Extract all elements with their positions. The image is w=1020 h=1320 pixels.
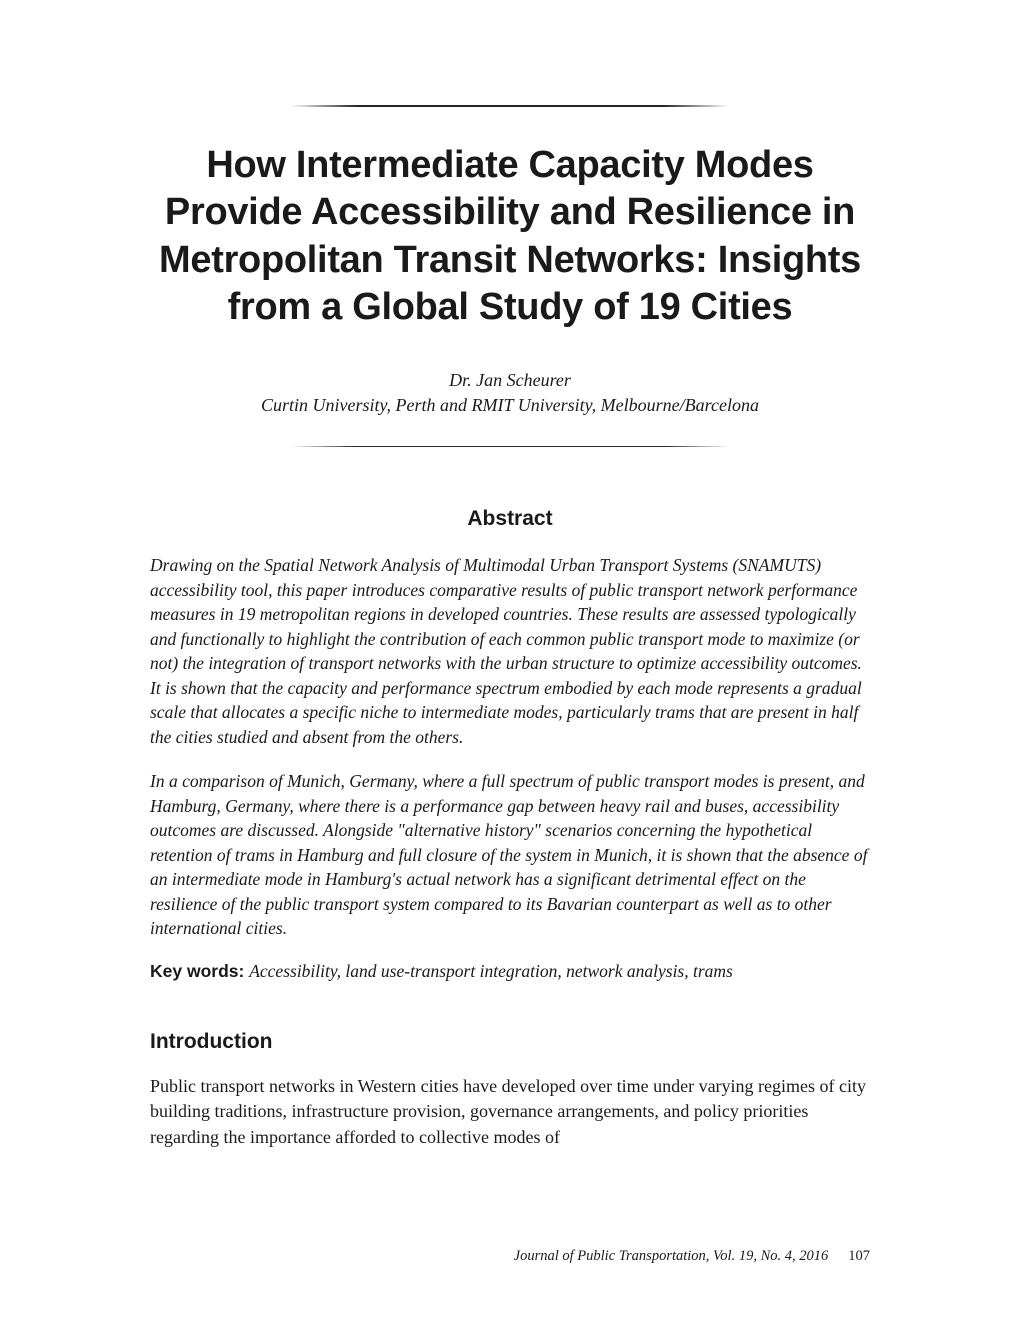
footer-page-number: 107 bbox=[848, 1248, 870, 1264]
introduction-paragraph: Public transport networks in Western cit… bbox=[150, 1074, 870, 1151]
page-footer: Journal of Public Transportation, Vol. 1… bbox=[514, 1248, 870, 1265]
top-rule bbox=[290, 105, 730, 107]
introduction-heading: Introduction bbox=[150, 1030, 870, 1054]
keywords-text: Accessibility, land use-transport integr… bbox=[249, 961, 733, 981]
abstract-paragraph-1: Drawing on the Spatial Network Analysis … bbox=[150, 553, 870, 749]
keywords-line: Key words: Accessibility, land use-trans… bbox=[150, 961, 870, 982]
abstract-paragraph-2: In a comparison of Munich, Germany, wher… bbox=[150, 769, 870, 941]
article-title: How Intermediate Capacity Modes Provide … bbox=[150, 142, 870, 332]
keywords-label: Key words: bbox=[150, 961, 249, 981]
mid-rule bbox=[290, 446, 730, 448]
abstract-heading: Abstract bbox=[150, 507, 870, 531]
author-affiliation: Curtin University, Perth and RMIT Univer… bbox=[150, 395, 870, 416]
page-container: How Intermediate Capacity Modes Provide … bbox=[0, 0, 1020, 1210]
author-name: Dr. Jan Scheurer bbox=[150, 370, 870, 391]
footer-journal: Journal of Public Transportation, Vol. 1… bbox=[514, 1248, 829, 1264]
